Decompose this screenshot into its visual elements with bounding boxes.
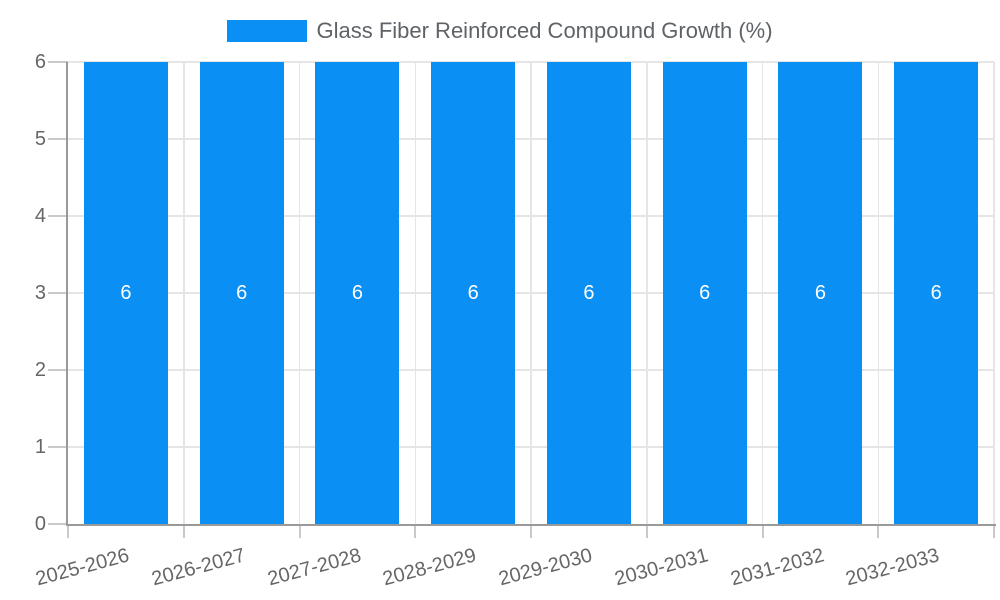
x-axis-tick [993,526,995,538]
bar[interactable] [199,62,284,524]
x-gridline [993,62,995,524]
x-axis-tick [877,526,880,538]
x-gridline [414,62,416,524]
bar[interactable] [83,62,168,524]
y-axis-tick [48,61,68,63]
bar-value-label: 6 [236,282,248,304]
x-axis-tick-label: 2027-2028 [265,544,364,591]
y-axis-tick [48,369,68,371]
y-axis-tick [48,215,68,217]
bar-value-label: 6 [930,282,942,304]
y-axis-tick-label: 3 [34,282,46,304]
y-axis-tick [48,523,68,525]
legend-label: Glass Fiber Reinforced Compound Growth (… [316,18,773,43]
x-gridline [877,62,879,524]
y-axis-tick [48,138,68,140]
x-axis-tick-label: 2030-2031 [612,544,711,591]
x-axis-tick-label: 2029-2030 [496,544,595,591]
x-axis-tick-label: 2031-2032 [728,544,827,591]
x-axis-tick [67,526,69,538]
x-gridline [530,62,532,524]
bar-value-label: 6 [467,282,479,304]
x-gridline [298,62,301,524]
y-axis-tick-label: 4 [34,205,46,227]
legend-item-growth[interactable]: Glass Fiber Reinforced Compound Growth (… [227,18,773,44]
bar-value-label: 6 [120,282,132,304]
x-gridline [761,62,764,524]
x-gridline [183,62,185,524]
bar[interactable] [778,62,863,524]
y-axis-tick-label: 6 [34,51,46,73]
y-axis-tick [48,292,68,294]
x-axis-tick [530,526,532,538]
bar[interactable] [546,62,631,524]
bar-value-label: 6 [583,282,595,304]
y-axis-line [66,62,68,526]
x-axis-tick-label: 2032-2033 [843,544,942,591]
x-axis-tick [761,526,764,538]
x-axis-tick [414,526,417,538]
y-axis-tick [48,446,68,448]
y-axis-tick-label: 2 [34,359,46,381]
legend-swatch [227,20,308,42]
x-axis-tick-label: 2025-2026 [33,544,132,591]
y-axis-tick-label: 0 [34,513,46,535]
bar[interactable] [662,62,747,524]
bar-value-label: 6 [699,282,711,304]
bar[interactable] [431,62,516,524]
x-axis-tick-label: 2028-2029 [380,544,479,591]
bar[interactable] [315,62,400,524]
bar-value-label: 6 [814,282,826,304]
y-axis-tick-label: 5 [34,128,46,150]
chart-legend: Glass Fiber Reinforced Compound Growth (… [0,18,1000,44]
x-gridline [646,62,648,524]
x-axis-tick [298,526,301,538]
x-axis-line [66,524,996,526]
y-axis-tick-label: 1 [34,436,46,458]
x-axis-tick [645,526,648,538]
x-axis-tick [182,526,185,538]
bar-value-label: 6 [351,282,363,304]
x-axis-tick-label: 2026-2027 [149,544,248,591]
bar[interactable] [894,62,979,524]
